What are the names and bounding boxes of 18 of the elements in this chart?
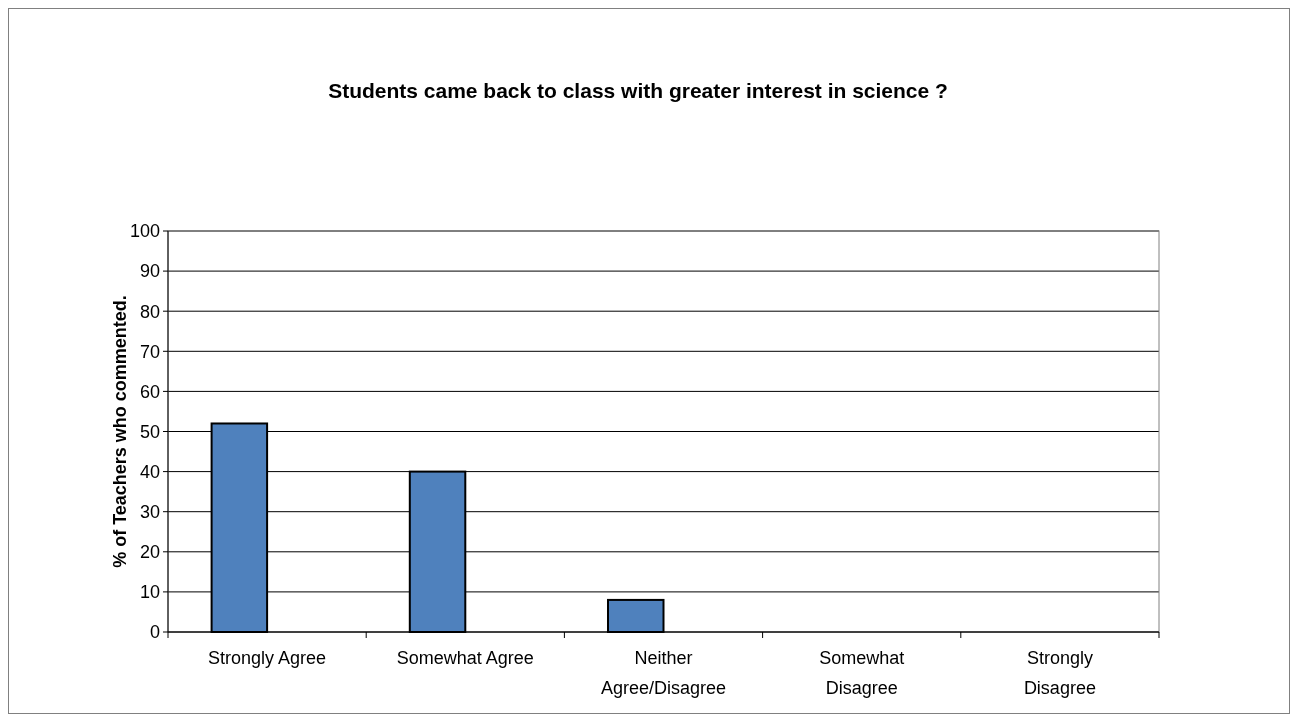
x-tick-label: Strongly Agree bbox=[208, 648, 327, 668]
y-axis-title: % of Teachers who commented. bbox=[110, 295, 130, 568]
y-tick-label: 0 bbox=[149, 622, 160, 643]
x-tick-label: Neither Agree/Disagree bbox=[600, 648, 727, 698]
x-tick-label: Strongly Disagree bbox=[1023, 648, 1096, 698]
y-tick-label: 80 bbox=[139, 301, 160, 322]
y-tick-label: 100 bbox=[129, 221, 160, 242]
y-tick-label: 20 bbox=[139, 542, 160, 563]
y-tick-label: 40 bbox=[139, 461, 160, 482]
chart-title: Students came back to class with greater interest in science ? bbox=[328, 79, 948, 102]
y-tick-label: 50 bbox=[139, 421, 160, 442]
y-tick-label: 70 bbox=[139, 341, 160, 362]
x-tick-label: Somewhat Agree bbox=[396, 648, 534, 668]
y-tick-label: 60 bbox=[139, 381, 160, 402]
y-tick-label: 30 bbox=[139, 502, 160, 522]
y-tick-label: 10 bbox=[139, 582, 160, 603]
y-tick-label: 90 bbox=[139, 261, 160, 282]
x-tick-label: Somewhat Disagree bbox=[819, 648, 905, 698]
